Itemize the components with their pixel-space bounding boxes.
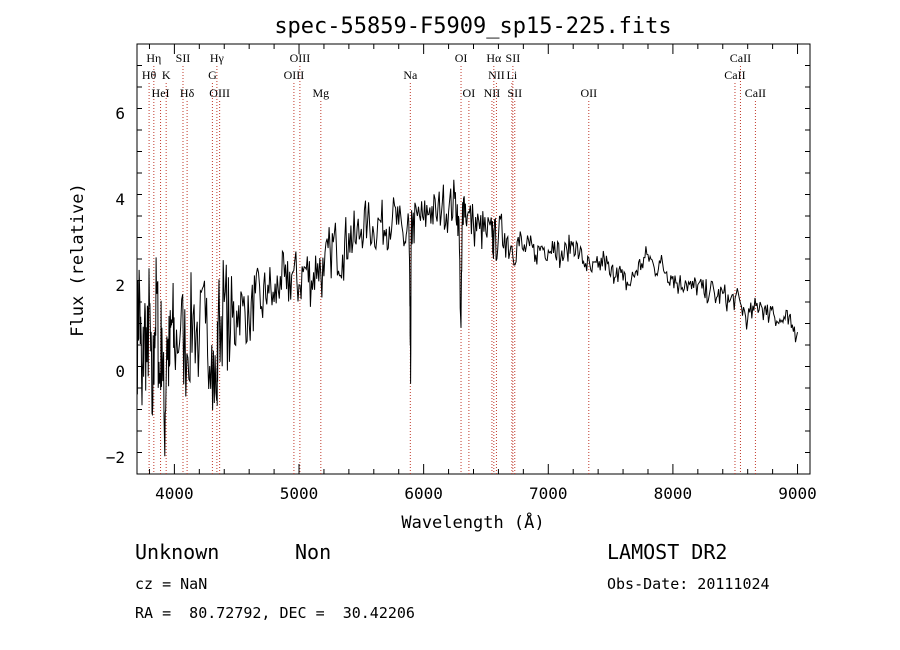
spectral-line-markers [148,66,756,474]
spectral-line-label: Mg [312,86,329,100]
y-tick-label: 4 [115,190,125,209]
spectral-line-label: Hδ [180,86,195,100]
spectral-line-label: K [162,68,171,82]
redshift-text: cz = NaN [135,575,208,593]
spectral-line-label: CaII [730,51,751,65]
spectral-line-label: Hγ [210,51,225,65]
y-axis-label: Flux (relative) [68,183,88,337]
x-tick-label: 7000 [529,484,568,503]
x-tick-labels: 4000 5000 6000 7000 8000 9000 [155,484,817,503]
x-tick-label: 8000 [654,484,693,503]
x-tick-label: 6000 [404,484,443,503]
spectral-line-label: OI [455,51,468,65]
spectral-line-labels: Hη Hθ K HeI SII Hδ Hγ G OIII OIII OIII Mg Na OI OI Hα SI… [142,51,766,100]
class-label: Unknown [135,540,220,564]
y-tick-label: 2 [115,276,125,295]
y-tick-label: 6 [115,104,125,123]
spectral-line-label: CaII [745,86,766,100]
spectral-line-label: OII [580,86,597,100]
plot-frame [136,43,811,475]
x-tick-label: 9000 [778,484,817,503]
spectral-line-label: OIII [284,68,305,82]
spectral-line-label: G [208,68,217,82]
spectral-line-label: CaII [724,68,745,82]
spectral-line-label: Na [403,68,418,82]
x-axis-label: Wavelength (Å) [401,511,544,533]
x-tick-label: 4000 [155,484,194,503]
obs-date-text: Obs-Date: 20111024 [607,575,770,593]
spectral-line-label: OIII [290,51,311,65]
spectral-line-label: OIII [209,86,230,100]
spectral-line-label: Li [507,68,518,82]
coordinates-text: RA = 80.72792, DEC = 30.42206 [135,604,415,622]
spectral-line-label: Hα [486,51,502,65]
x-tick-label: 5000 [280,484,319,503]
spectral-line-label: NII [488,68,505,82]
spectrum-series-line [136,179,798,457]
y-tick-label: −2 [106,448,125,467]
axis-ticks [137,43,810,475]
chart-title: spec-55859-F5909_sp15-225.fits [274,14,671,39]
spectral-line-label: SII [507,86,522,100]
spectral-line-label: OI [463,86,476,100]
spectral-line-label: SII [506,51,521,65]
y-tick-labels: −2 0 2 4 6 [106,104,125,467]
spectral-line-label: Hη [146,51,161,65]
spectral-line-label: Hθ [142,68,157,82]
subclass-label: Non [295,540,332,564]
spectral-line-label: NII [484,86,501,100]
survey-label: LAMOST DR2 [607,540,728,564]
spectral-line-label: SII [176,51,191,65]
spectral-line-label: HeI [152,86,170,100]
y-tick-label: 0 [115,362,125,381]
